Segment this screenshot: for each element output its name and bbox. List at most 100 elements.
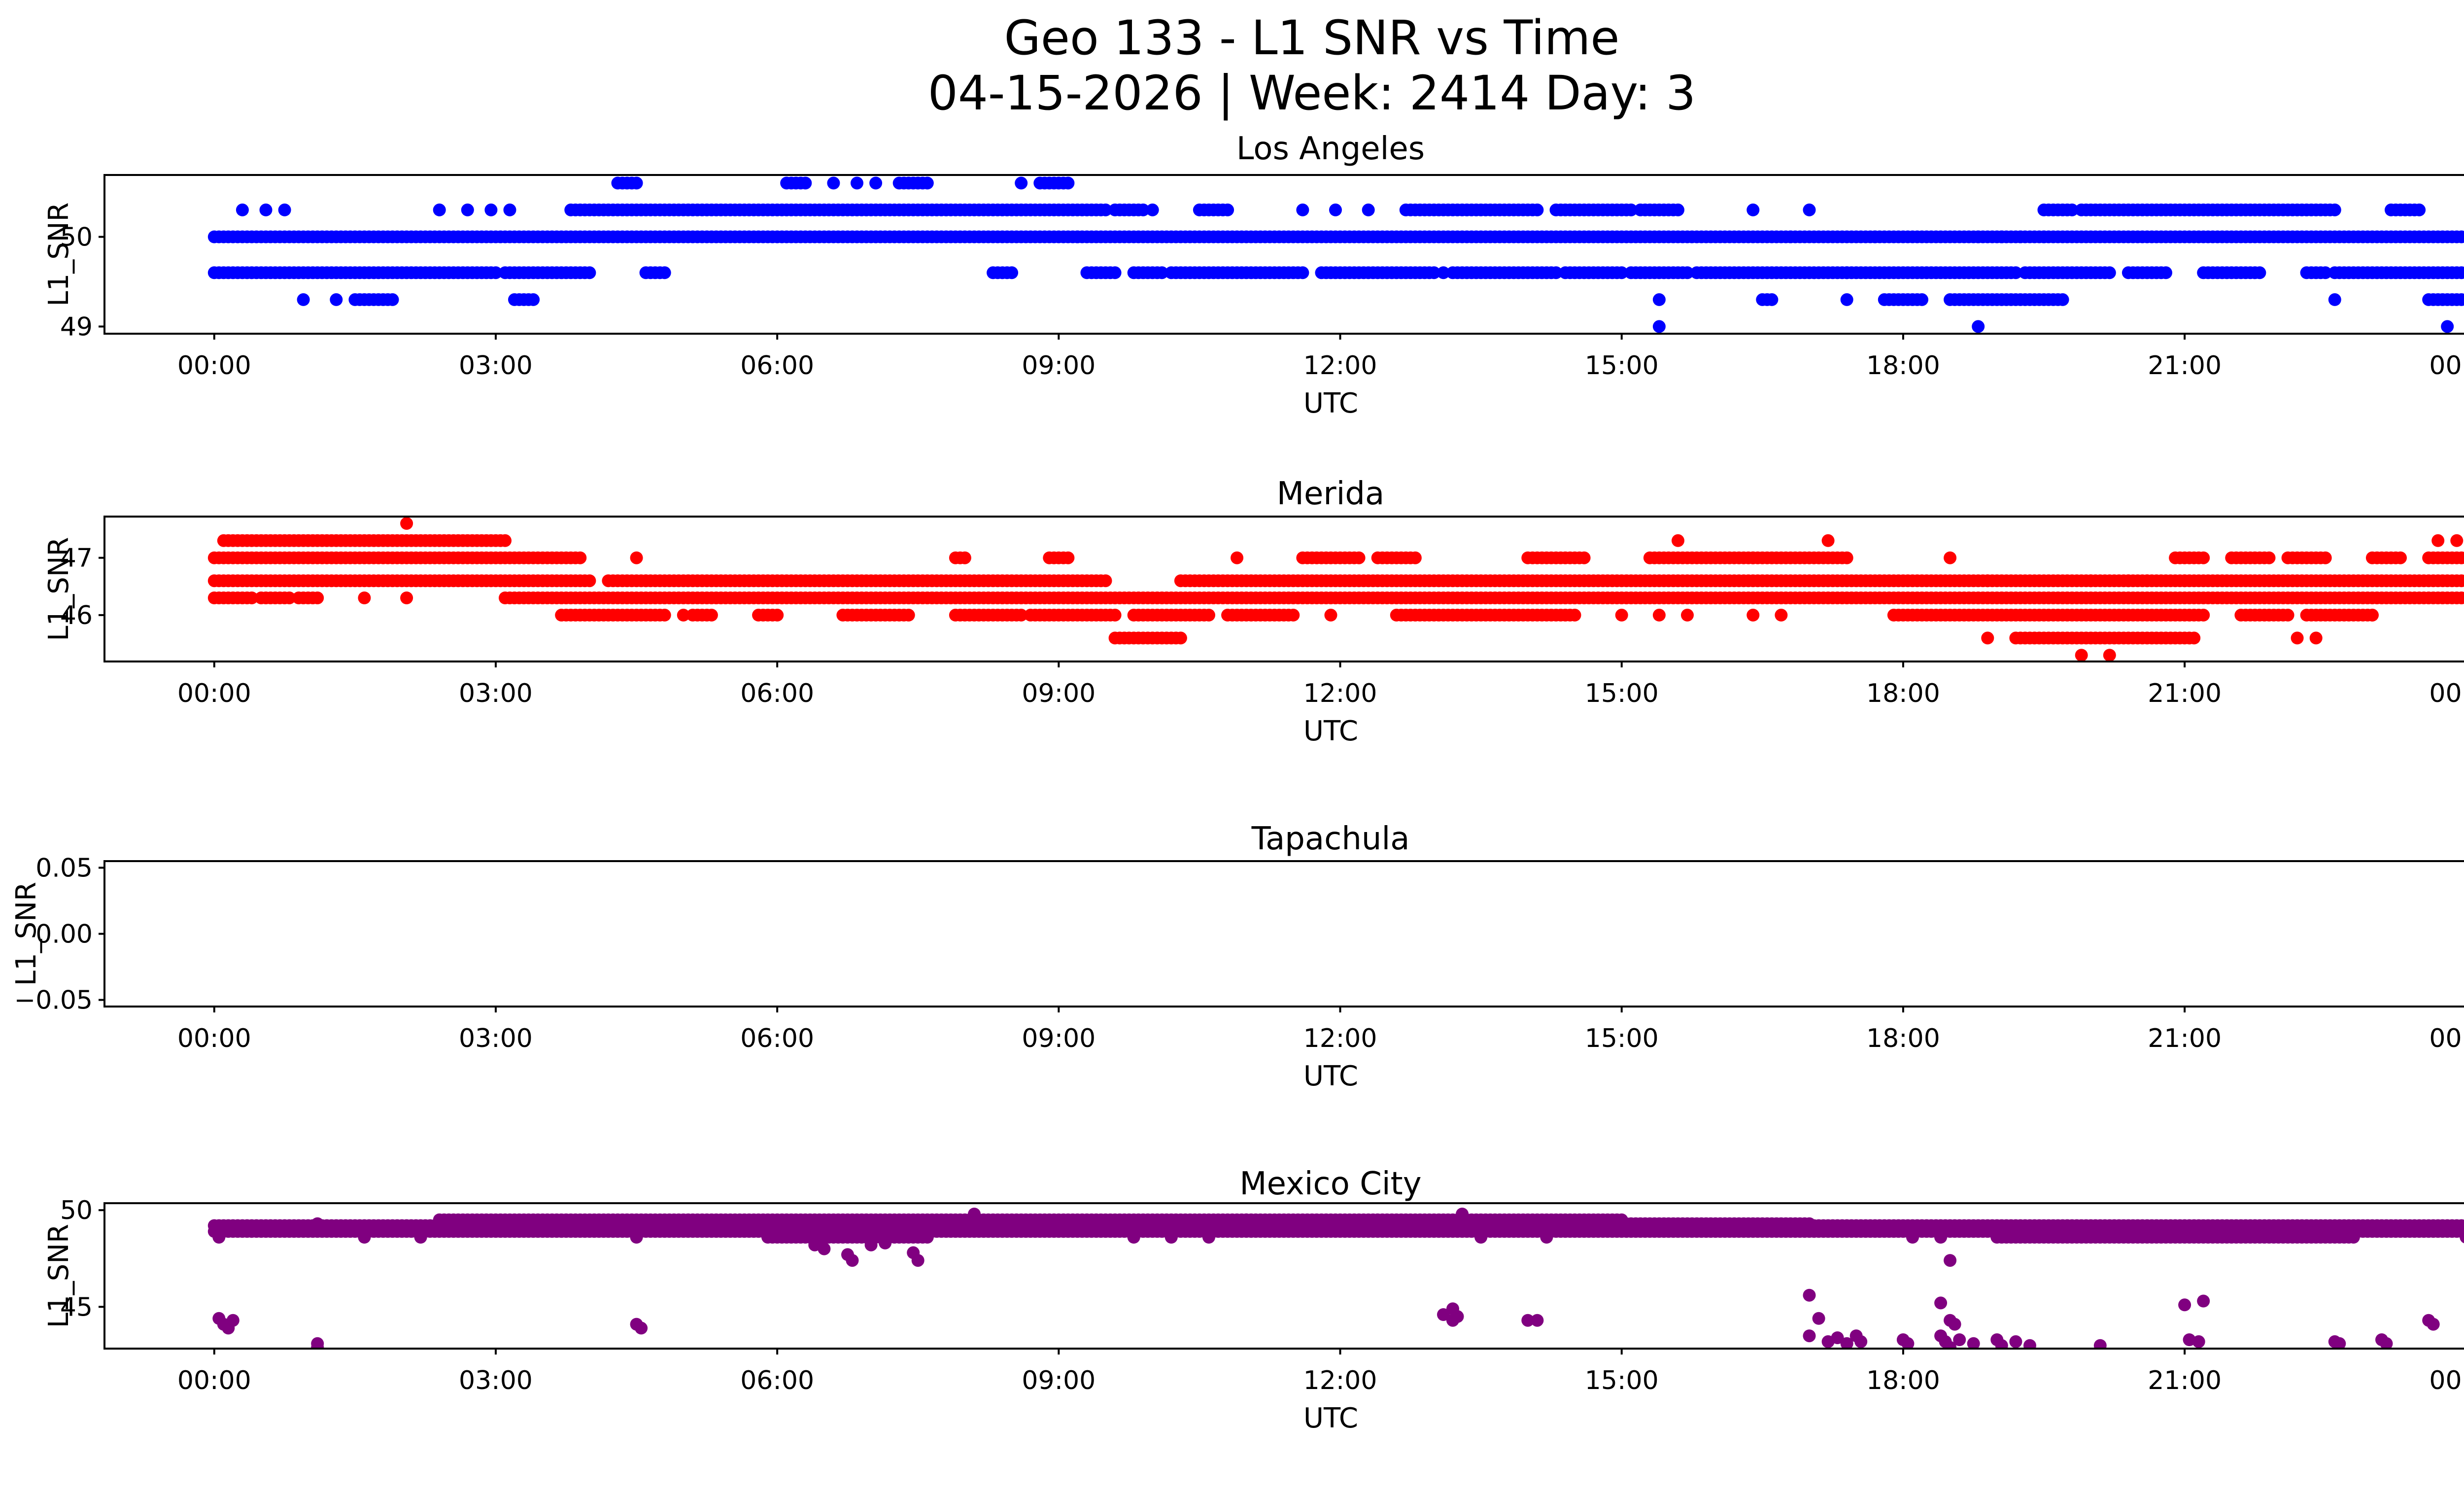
data-point xyxy=(1329,203,1342,216)
x-tick-label: 00:00 xyxy=(177,1024,251,1053)
data-point xyxy=(1146,203,1159,216)
data-point xyxy=(583,574,596,588)
data-point xyxy=(1995,230,2008,243)
data-point xyxy=(771,608,784,622)
x-tick-label: 00:00 xyxy=(2429,1366,2464,1395)
x-tick-label: 06:00 xyxy=(740,1024,814,1053)
data-point xyxy=(1868,230,1882,243)
data-point xyxy=(705,608,718,622)
x-tick-label: 18:00 xyxy=(1866,1024,1940,1053)
data-point xyxy=(958,551,971,564)
y-tick-label: 47 xyxy=(60,544,93,573)
data-point xyxy=(1296,266,1309,279)
y-tick-label: 0.00 xyxy=(35,920,93,949)
data-point xyxy=(1531,203,1544,216)
data-point xyxy=(2319,551,2332,564)
data-point xyxy=(499,534,512,547)
x-tick-label: 09:00 xyxy=(1022,679,1095,708)
x-tick-label: 00:00 xyxy=(2429,351,2464,381)
data-point xyxy=(2192,1335,2205,1348)
data-point xyxy=(1652,293,1666,306)
data-point xyxy=(2262,551,2276,564)
data-point xyxy=(2178,1298,2191,1312)
x-tick-label: 12:00 xyxy=(1303,1366,1377,1395)
y-tick-label: 46 xyxy=(60,601,93,630)
data-point xyxy=(574,551,587,564)
data-point xyxy=(461,203,474,216)
data-point xyxy=(1108,608,1122,622)
chart-title: Geo 133 - L1 SNR vs Time xyxy=(1004,10,1620,66)
x-tick-label: 09:00 xyxy=(1022,1366,1095,1395)
data-point xyxy=(400,591,413,604)
data-point xyxy=(2291,631,2304,645)
data-point xyxy=(1784,230,1797,243)
data-point xyxy=(1577,551,1591,564)
data-point xyxy=(226,1314,240,1327)
data-point xyxy=(2103,266,2116,279)
data-point xyxy=(1437,1308,1450,1321)
data-point xyxy=(2394,551,2407,564)
axes-frame xyxy=(103,1202,2464,1350)
data-point xyxy=(2319,266,2332,279)
data-point xyxy=(1916,293,1928,306)
data-point xyxy=(2460,267,2464,279)
data-point xyxy=(1221,203,1234,216)
scatter-series xyxy=(207,517,2464,661)
data-point xyxy=(869,176,883,190)
data-point xyxy=(879,1236,892,1250)
data-point xyxy=(1061,551,1075,564)
axes-frame xyxy=(103,174,2464,335)
data-point xyxy=(2141,574,2154,588)
x-tick-label: 21:00 xyxy=(2148,1024,2222,1053)
data-point xyxy=(2281,608,2294,622)
data-point xyxy=(358,591,371,604)
data-point xyxy=(630,176,643,190)
panel-title: Tapachula xyxy=(1251,821,1410,857)
data-point xyxy=(1521,1314,1535,1327)
data-point xyxy=(1136,203,1150,216)
data-point xyxy=(639,574,652,588)
x-axis-label: UTC xyxy=(1303,1402,1358,1434)
x-tick-label: 21:00 xyxy=(2148,679,2222,708)
data-point xyxy=(2023,1339,2036,1349)
data-point xyxy=(921,176,934,190)
panel-title: Merida xyxy=(1277,476,1385,512)
data-point xyxy=(864,1238,878,1252)
data-point xyxy=(1015,608,1028,622)
x-axis-label: UTC xyxy=(1303,1060,1358,1092)
data-point xyxy=(1746,203,1760,216)
data-point xyxy=(2365,608,2379,622)
data-point xyxy=(1803,1329,1816,1343)
data-point xyxy=(2441,320,2454,333)
data-point xyxy=(1803,203,1816,216)
y-tick-label: −0.05 xyxy=(14,986,93,1015)
data-point xyxy=(1803,1288,1816,1302)
data-point xyxy=(1944,551,1957,564)
data-point xyxy=(1296,203,1309,216)
data-point xyxy=(2333,1337,2346,1349)
data-point xyxy=(245,591,258,604)
data-point xyxy=(386,293,399,306)
data-point xyxy=(2084,574,2097,588)
panel-title: Los Angeles xyxy=(1236,131,1425,167)
data-point xyxy=(2460,231,2464,243)
data-point xyxy=(1765,293,1779,306)
data-point xyxy=(1155,266,1168,279)
axes-frame xyxy=(103,516,2464,662)
data-point xyxy=(1854,1335,1868,1348)
data-point xyxy=(278,203,291,216)
panel-tapachula: Tapachula −0.05 0.00 0.05 00:00 03:00 06:00 09… xyxy=(10,821,2464,1092)
data-point xyxy=(677,608,690,622)
x-tick-label: 06:00 xyxy=(740,351,814,381)
data-point xyxy=(1967,1337,1980,1349)
panel-merida: Merida 46 47 00:00 03:00 06:00 09:00 12:00 15:0… xyxy=(43,476,2464,747)
data-point xyxy=(2093,1339,2107,1349)
x-tick-label: 00:00 xyxy=(177,1366,251,1395)
panel-los-angeles: Los Angeles 49 50 00:00 03:00 06:00 09:00 12:0… xyxy=(43,131,2464,419)
data-point xyxy=(635,1321,648,1335)
data-point xyxy=(1972,320,1985,333)
data-point xyxy=(658,266,671,279)
data-point xyxy=(1456,1208,1469,1220)
data-point xyxy=(484,203,498,216)
data-point xyxy=(1231,551,1244,564)
